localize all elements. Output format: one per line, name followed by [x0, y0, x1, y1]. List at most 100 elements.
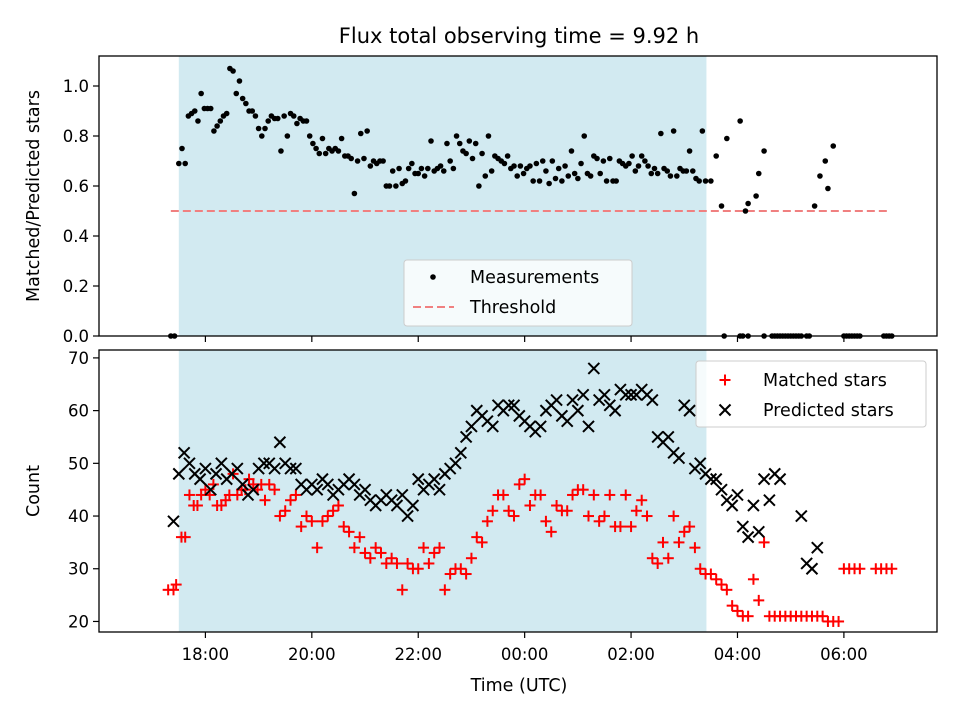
matched-star-marker — [439, 584, 451, 596]
matched-star-marker — [716, 579, 728, 591]
matched-star-marker — [684, 521, 696, 533]
matched-star-marker — [620, 489, 632, 501]
measurement-point — [533, 160, 540, 167]
matched-star-marker — [183, 489, 195, 501]
measurement-point — [278, 148, 284, 154]
predicted-star-marker — [358, 483, 372, 496]
top-legend: Measurements Threshold — [403, 259, 633, 327]
predicted-star-marker — [811, 541, 824, 554]
measurement-point — [447, 158, 453, 164]
matched-star-marker — [471, 531, 483, 543]
matched-star-marker — [636, 494, 648, 506]
y-tick-label: 0.8 — [63, 127, 89, 146]
predicted-star-marker — [172, 467, 186, 481]
matched-star-marker — [652, 557, 664, 569]
predicted-star-marker — [731, 488, 744, 502]
matched-star-marker — [497, 489, 509, 501]
matched-star-marker — [322, 510, 334, 522]
matched-star-marker — [332, 499, 344, 511]
predicted-star-marker — [795, 509, 808, 523]
predicted-star-marker — [725, 499, 739, 512]
predicted-star-marker — [401, 509, 414, 523]
predicted-star-marker — [348, 478, 361, 491]
matched-star-marker — [455, 563, 467, 575]
measurement-point — [670, 128, 677, 134]
matched-star-marker — [519, 473, 531, 485]
x-tick-label: 06:00 — [820, 645, 868, 664]
predicted-star-marker — [284, 462, 297, 475]
matched-star-marker — [721, 584, 733, 596]
top-y-axis-label: Matched/Predicted stars — [24, 90, 44, 302]
measurement-point — [294, 120, 300, 127]
measurement-point — [303, 118, 310, 124]
predicted-star-marker — [683, 404, 696, 417]
measurement-point — [555, 165, 562, 172]
measurement-point — [453, 133, 460, 139]
matched-star-marker — [758, 536, 770, 548]
predicted-star-marker — [289, 462, 303, 475]
bottom-y-axis-label: Count — [24, 465, 44, 517]
measurement-point — [565, 173, 572, 179]
measurement-point — [699, 128, 706, 134]
measurement-point — [322, 150, 329, 157]
measurement-point — [386, 183, 393, 189]
matched-star-marker — [412, 563, 424, 575]
measurement-point — [354, 158, 361, 164]
matched-star-marker — [343, 526, 355, 538]
measurement-point — [578, 160, 584, 167]
matched-star-marker — [582, 510, 594, 522]
measurement-point — [536, 178, 543, 184]
measurement-point — [335, 148, 342, 154]
predicted-star-marker — [215, 457, 228, 470]
matched-star-marker — [259, 494, 271, 506]
predicted-star-marker — [608, 404, 622, 417]
measurement-point — [514, 173, 521, 179]
measurement-point — [594, 155, 600, 162]
matched-star-marker — [662, 552, 674, 564]
measurement-point — [482, 173, 489, 179]
matched-star-marker — [386, 552, 398, 564]
matched-star-marker — [402, 557, 414, 569]
measurement-point — [306, 133, 313, 139]
measurement-point — [600, 158, 607, 164]
y-tick-label: 0.0 — [63, 327, 89, 346]
measurement-point — [217, 118, 224, 124]
measurement-point — [606, 155, 613, 162]
predicted-star-marker — [199, 462, 212, 475]
x-tick-label: 18:00 — [182, 645, 230, 664]
matched-star-marker — [375, 547, 387, 559]
measurement-point — [581, 133, 588, 139]
matched-star-marker — [295, 521, 307, 533]
predicted-star-marker — [587, 362, 601, 375]
matched-star-marker — [179, 531, 191, 543]
predicted-star-marker — [752, 525, 765, 539]
predicted-star-marker — [805, 562, 819, 575]
matched-star-marker — [731, 605, 743, 617]
predicted-star-marker — [747, 499, 760, 512]
matched-star-marker — [290, 489, 302, 501]
top-x-axis-ticks — [204, 336, 845, 342]
measurement-point — [645, 163, 651, 169]
matched-star-marker — [742, 610, 754, 622]
measurement-point — [830, 143, 837, 149]
bottom-x-axis-ticks: 18:00 20:00 22:00 00:00 02:00 04:00 06:00 — [182, 632, 868, 664]
measurement-point — [389, 168, 396, 174]
measurement-point — [571, 170, 578, 177]
matched-star-marker — [301, 510, 313, 522]
matched-star-marker — [396, 584, 408, 596]
measurement-point — [290, 113, 297, 119]
bottom-y-axis-ticks: 20 30 40 50 60 70 — [68, 349, 99, 631]
matched-star-marker — [364, 552, 376, 564]
measurement-point — [737, 118, 743, 124]
matched-star-marker — [598, 510, 610, 522]
measurement-point — [421, 173, 428, 179]
predicted-star-marker — [619, 388, 632, 402]
x-tick-label: 00:00 — [501, 645, 549, 664]
predicted-star-marker — [465, 420, 478, 433]
predicted-star-marker — [718, 403, 732, 417]
predicted-star-marker — [433, 483, 446, 496]
matched-star-marker — [434, 542, 446, 554]
matched-star-marker — [705, 568, 717, 580]
matched-star-marker — [726, 600, 738, 612]
measurement-point — [539, 158, 546, 164]
